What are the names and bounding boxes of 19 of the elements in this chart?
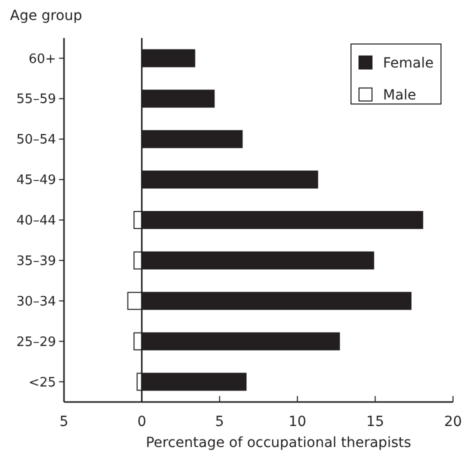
y-tick-label: 45–49 — [16, 173, 56, 188]
y-axis-title: Age group — [10, 8, 82, 24]
legend-label: Male — [383, 87, 416, 104]
y-tick-label: <25 — [28, 375, 56, 390]
x-axis-title: Percentage of occupational therapists — [146, 435, 412, 451]
y-tick-label: 40–44 — [16, 214, 56, 229]
y-tick-label: 60+ — [28, 52, 56, 67]
x-tick-label: 15 — [366, 414, 384, 430]
y-tick-label: 50–54 — [16, 132, 56, 148]
x-tick-label: 10 — [288, 414, 306, 430]
y-tick-label: 30–34 — [16, 294, 56, 310]
x-tick-label: 20 — [444, 414, 462, 430]
legend-label: Female — [383, 55, 434, 72]
y-tick-label: 25–29 — [16, 334, 56, 350]
x-tick-label: 0 — [137, 414, 146, 430]
y-tick-label: 35–39 — [16, 254, 56, 269]
x-tick-label: 5 — [215, 414, 224, 430]
y-tick-label: 55–59 — [16, 92, 56, 108]
x-tick-label: 5 — [60, 414, 68, 430]
